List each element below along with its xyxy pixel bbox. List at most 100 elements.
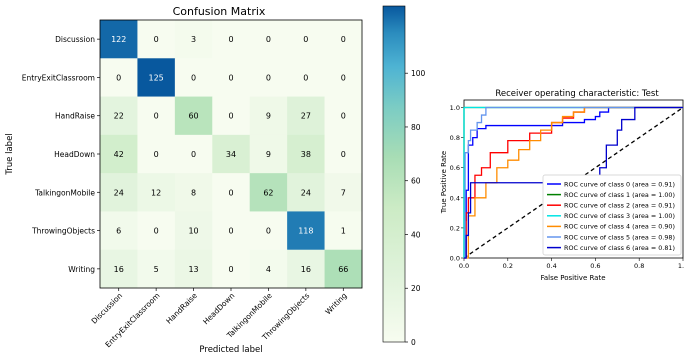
cm-cell-1-6: [324, 58, 363, 97]
roc-curve-class-5: [464, 106, 683, 259]
cm-cell-6-3: [212, 249, 251, 289]
cm-value-0-3: 0: [228, 35, 233, 44]
cm-y-tick-label: HandRaise: [55, 112, 95, 121]
cm-value-1-4: 0: [266, 73, 271, 82]
cm-value-6-2: 13: [188, 265, 198, 274]
cm-cell-1-2: [174, 58, 213, 97]
cm-cell-2-3: [212, 96, 251, 136]
cm-cell-0-6: [324, 20, 363, 59]
cm-value-4-6: 7: [341, 188, 346, 197]
cm-cell-1-1: [137, 58, 176, 97]
roc-x-tick-label: 0.6: [590, 262, 600, 270]
cm-value-4-3: 0: [228, 188, 233, 197]
cm-cell-6-4: [249, 249, 288, 289]
confusion-matrix-panel: Confusion Matrix 122 0 3 0 0 0 00 125 0 0 0 0 022 0 60…: [5, 5, 363, 355]
roc-y-tick-label: 0.8: [450, 134, 460, 142]
cm-cell-2-0: [100, 96, 138, 136]
roc-y-tick-label: 0.2: [450, 224, 460, 232]
roc-y-tick-label: 0.6: [450, 164, 460, 172]
roc-x-tick-label: 1.0: [678, 262, 684, 270]
cm-cell-0-1: [137, 20, 176, 59]
roc-x-tick-label: 0.4: [546, 262, 556, 270]
cm-cell-2-6: [324, 96, 363, 136]
cm-value-0-2: 3: [191, 35, 196, 44]
cm-y-tick-label: EntryExitClassroom: [22, 73, 95, 82]
cm-value-0-5: 0: [303, 35, 308, 44]
roc-legend-label: ROC curve of class 2 (area = 0.91): [564, 202, 675, 210]
cm-cell-6-0: [100, 249, 138, 289]
cm-value-0-6: 0: [341, 35, 346, 44]
cm-value-5-0: 6: [116, 227, 121, 236]
cm-value-1-1: 125: [149, 73, 164, 82]
cm-cell-5-0: [100, 211, 138, 251]
cm-value-3-4: 9: [266, 150, 271, 159]
roc-x-tick-label: 0.0: [459, 262, 469, 270]
cm-cell-4-3: [212, 173, 251, 212]
cm-value-6-1: 5: [154, 265, 159, 274]
roc-curve-class-0: [464, 106, 683, 259]
cm-value-0-0: 122: [111, 35, 126, 44]
cm-value-5-2: 10: [188, 227, 198, 236]
cm-y-tick-label: HeadDown: [54, 150, 95, 159]
cm-value-2-6: 0: [341, 112, 346, 121]
roc-y-axis-label: True Positive Rate: [440, 151, 448, 214]
cm-cell-4-1: [137, 173, 176, 212]
roc-x-axis-label: False Positive Rate: [540, 274, 605, 282]
cm-cells: 122 0 3 0 0 0 00 125 0 0 0 0 022 0 60 0 9 27 042 0 0 34 9 38 024…: [100, 20, 363, 289]
cm-value-1-5: 0: [303, 73, 308, 82]
roc-y-tick-label: 1.0: [450, 104, 460, 112]
cm-value-4-2: 8: [191, 188, 196, 197]
cm-value-5-6: 1: [341, 227, 346, 236]
cm-cell-1-0: [100, 58, 138, 97]
cm-x-tick-label: HeadDown: [201, 291, 236, 326]
roc-x-tick-label: 0.2: [503, 262, 513, 270]
cm-value-2-2: 60: [188, 112, 198, 121]
cm-value-3-5: 38: [301, 150, 311, 159]
colorbar-tick-label: 40: [411, 230, 421, 239]
cm-x-tick-label: HandRaise: [164, 291, 199, 326]
roc-y-tick-label: 0.4: [450, 194, 460, 202]
cm-value-3-2: 0: [191, 150, 196, 159]
roc-legend-box: [542, 174, 682, 256]
cm-cell-3-2: [174, 134, 213, 174]
cm-cell-2-5: [287, 96, 325, 136]
cm-cell-2-2: [174, 96, 213, 136]
cm-y-axis-label: True label: [5, 133, 15, 175]
cm-value-4-4: 62: [263, 188, 273, 197]
cm-cell-1-3: [212, 58, 251, 97]
cm-cell-5-6: [324, 211, 363, 251]
roc-legend-label: ROC curve of class 3 (area = 1.00): [564, 212, 675, 220]
cm-value-2-1: 0: [154, 112, 159, 121]
colorbar-gradient: [382, 5, 406, 343]
cm-value-5-5: 118: [298, 227, 313, 236]
cm-y-tick-label: TalkingonMobile: [34, 188, 95, 197]
roc-y-tick-label: 0.0: [450, 255, 460, 263]
cm-value-1-2: 0: [191, 73, 196, 82]
cm-cell-4-2: [174, 173, 213, 212]
cm-value-4-0: 24: [114, 188, 124, 197]
cm-cell-5-2: [174, 211, 213, 251]
colorbar-tick-label: 0: [411, 338, 416, 347]
roc-legend-label: ROC curve of class 5 (area = 0.98): [564, 233, 675, 241]
cm-value-1-6: 0: [341, 73, 346, 82]
cm-cell-5-5: [287, 211, 325, 251]
roc-legend-label: ROC curve of class 0 (area = 0.91): [564, 180, 675, 188]
cm-value-4-1: 12: [151, 188, 161, 197]
cm-x-tick-label: Writing: [323, 291, 348, 316]
cm-cell-1-5: [287, 58, 325, 97]
roc-legend-label: ROC curve of class 1 (area = 1.00): [564, 191, 675, 199]
cm-cell-3-0: [100, 134, 138, 174]
cm-value-0-1: 0: [154, 35, 159, 44]
colorbar: 0 20 40 60 80 100: [382, 5, 426, 347]
cm-cell-5-4: [249, 211, 288, 251]
cm-value-6-5: 16: [301, 265, 311, 274]
cm-x-axis-label: Predicted label: [199, 345, 262, 355]
roc-x-tick-label: 0.8: [634, 262, 644, 270]
cm-value-5-3: 0: [228, 227, 233, 236]
cm-cell-3-5: [287, 134, 325, 174]
cm-cell-0-2: [174, 20, 213, 59]
cm-value-6-4: 4: [266, 265, 271, 274]
cm-cell-6-6: [324, 249, 363, 289]
